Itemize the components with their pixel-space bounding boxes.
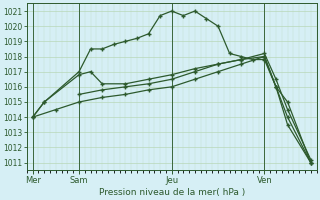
- X-axis label: Pression niveau de la mer( hPa ): Pression niveau de la mer( hPa ): [99, 188, 245, 197]
